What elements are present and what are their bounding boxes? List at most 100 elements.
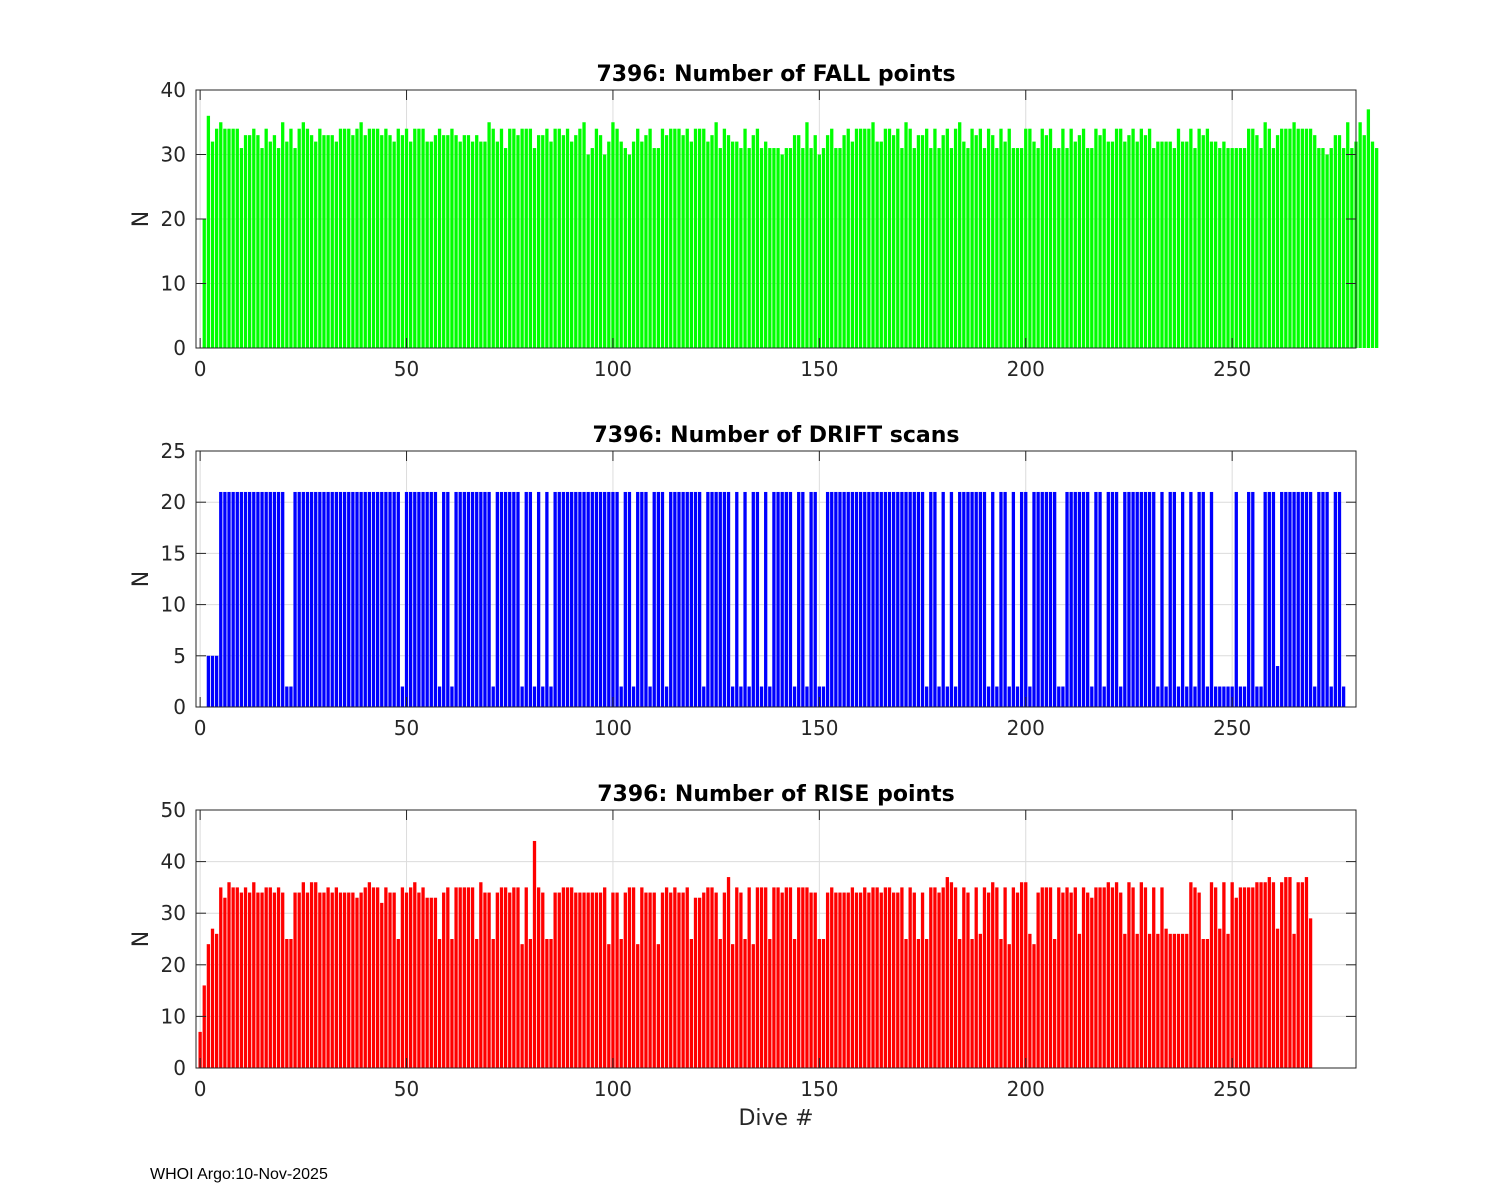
fall-bar: [1304, 128, 1309, 348]
rise-bar: [491, 939, 495, 1068]
drift-bar: [982, 491, 987, 707]
rise-bar: [1226, 933, 1230, 1068]
drift-bar: [685, 491, 689, 707]
drift-bar: [281, 491, 285, 707]
drift-bar: [805, 686, 809, 707]
rise-bar: [450, 939, 454, 1068]
drift-bar: [714, 491, 718, 707]
rise-bar: [892, 892, 896, 1068]
rise-bar: [409, 887, 413, 1068]
drift-bar: [1308, 491, 1313, 707]
rise-bar: [272, 892, 277, 1068]
fall-bar: [1057, 148, 1061, 348]
rise-bar: [466, 887, 471, 1068]
fall-bar: [1185, 141, 1189, 348]
y-tick-label: 10: [161, 593, 186, 617]
drift-bar: [516, 491, 520, 707]
rise-bar: [553, 892, 557, 1068]
rise-bar: [792, 939, 797, 1068]
drift-bar: [900, 491, 904, 707]
rise-bar: [1123, 933, 1127, 1068]
drift-bar: [1304, 491, 1309, 707]
drift-bar: [937, 686, 941, 707]
drift-bar: [322, 491, 326, 707]
fall-bar: [338, 128, 343, 348]
rise-bar: [958, 939, 962, 1068]
rise-bar: [248, 892, 252, 1068]
drift-bar: [1160, 491, 1164, 707]
drift-bar: [272, 491, 277, 707]
rise-bar: [949, 882, 954, 1068]
x-tick-label: 150: [800, 1077, 838, 1101]
rise-bar: [640, 887, 644, 1068]
fall-bar: [1090, 148, 1094, 348]
rise-bar: [380, 902, 384, 1068]
fall-bar: [603, 154, 607, 348]
rise-bar: [603, 887, 607, 1068]
drift-bar: [1098, 491, 1102, 707]
rise-bar: [338, 892, 343, 1068]
fall-bar: [1164, 141, 1168, 348]
fall-bar: [1201, 135, 1205, 348]
drift-bar: [586, 491, 590, 707]
drift-bar: [627, 491, 632, 707]
rise-bar: [268, 887, 272, 1068]
rise-bar: [1172, 933, 1177, 1068]
fall-bar: [388, 135, 392, 348]
drift-bar: [920, 491, 925, 707]
fall-bar: [442, 135, 446, 348]
rise-bar: [243, 887, 248, 1068]
drift-bar: [1341, 686, 1346, 707]
drift-bar: [1247, 491, 1251, 707]
fall-bar: [1230, 148, 1234, 348]
rise-bar: [978, 933, 982, 1068]
drift-bar: [664, 686, 669, 707]
rise-bar: [454, 887, 458, 1068]
drift-bar: [681, 491, 685, 707]
drift-bar: [1040, 491, 1044, 707]
fall-bar: [417, 128, 421, 348]
drift-bar: [863, 491, 867, 707]
rise-bar: [962, 887, 966, 1068]
drift-bar: [375, 491, 380, 707]
drift-bar: [1152, 491, 1156, 707]
rise-bar: [627, 887, 632, 1068]
drift-bar: [644, 491, 648, 707]
fall-bar: [697, 128, 702, 348]
fall-bar: [759, 148, 764, 348]
drift-bar: [219, 491, 223, 707]
drift-bar: [693, 491, 698, 707]
rise-bar: [813, 892, 817, 1068]
rise-bar: [656, 944, 660, 1068]
fall-bar: [689, 141, 694, 348]
rise-bar: [1127, 882, 1131, 1068]
drift-bar: [1263, 491, 1267, 707]
rise-bar: [912, 892, 916, 1068]
fall-bar: [272, 135, 277, 348]
rise-bar: [1275, 928, 1280, 1068]
drift-bar: [673, 491, 677, 707]
drift-bar: [396, 491, 400, 707]
fall-bar: [776, 148, 780, 348]
rise-bar: [797, 887, 801, 1068]
fall-bar: [541, 135, 545, 348]
rise-bar: [664, 887, 669, 1068]
rise-bar: [1110, 887, 1115, 1068]
drift-bar: [446, 491, 450, 707]
fall-bar: [1053, 148, 1057, 348]
fall-bar: [1081, 128, 1086, 348]
x-tick-label: 250: [1213, 1077, 1251, 1101]
fall-bar: [883, 128, 888, 348]
drift-bar: [726, 491, 731, 707]
drift-bar: [239, 491, 244, 707]
rise-bar: [739, 892, 743, 1068]
fall-bar: [1032, 141, 1036, 348]
drift-bar: [388, 491, 392, 707]
fall-bar: [326, 135, 330, 348]
y-axis-label: N: [129, 211, 154, 227]
rise-bar: [561, 887, 566, 1068]
y-tick-label: 40: [161, 850, 186, 874]
fall-bar: [1271, 148, 1276, 348]
rise-bar: [1255, 882, 1259, 1068]
rise-bar: [1086, 892, 1090, 1068]
